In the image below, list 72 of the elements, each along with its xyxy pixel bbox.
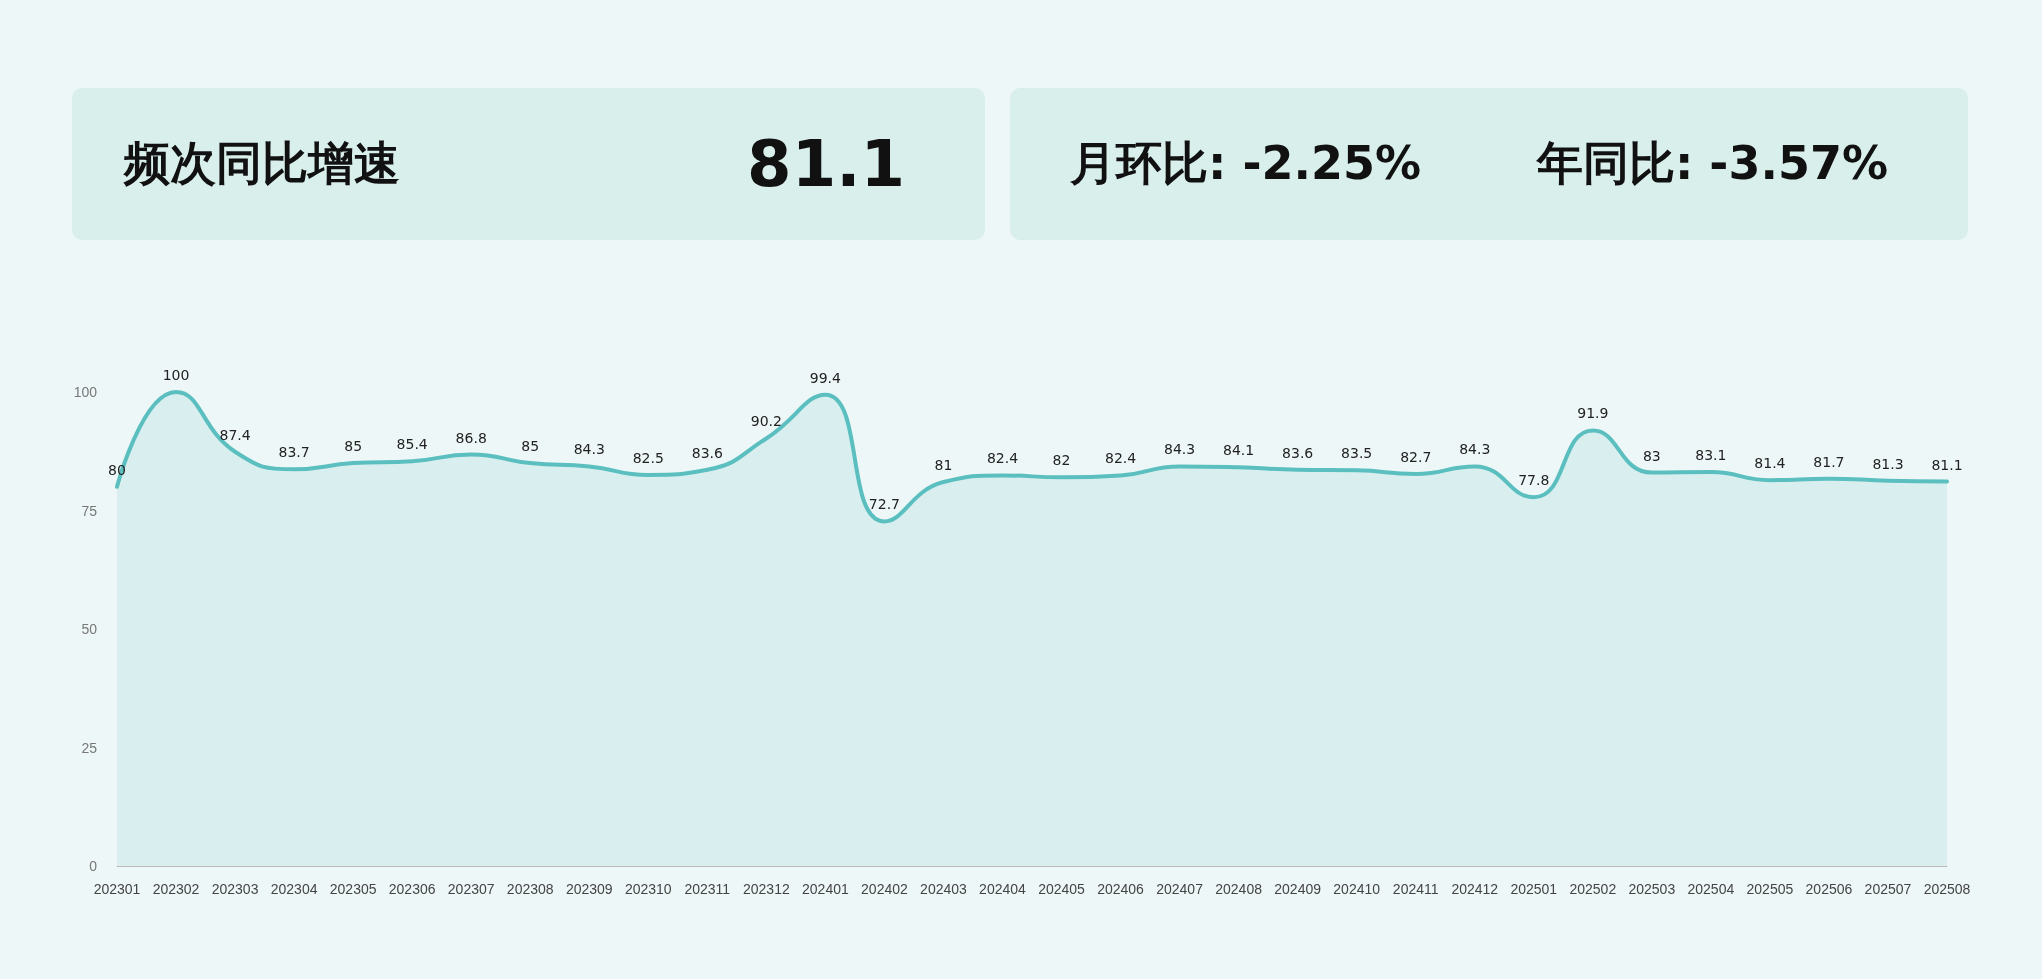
x-tick-label: 202505 bbox=[1746, 881, 1794, 897]
x-tick-label: 202306 bbox=[388, 881, 436, 897]
x-tick-label: 202312 bbox=[743, 881, 790, 897]
data-label: 83 bbox=[1642, 447, 1661, 464]
x-tick-label: 202405 bbox=[1038, 881, 1086, 897]
data-label: 82.4 bbox=[986, 450, 1019, 467]
text: 频次同比增速 bbox=[124, 135, 400, 192]
data-label: 81.7 bbox=[1813, 453, 1845, 470]
data-label: 83.6 bbox=[691, 444, 723, 461]
x-tick-label: 202404 bbox=[979, 881, 1027, 897]
x-tick-label: 202307 bbox=[447, 881, 495, 897]
data-label: 87.4 bbox=[219, 426, 251, 443]
data-label: 82 bbox=[1052, 452, 1071, 469]
x-tick-label: 202303 bbox=[211, 881, 259, 897]
text: 年同比: -3.57% bbox=[1536, 135, 1888, 192]
x-tick-label: 202506 bbox=[1805, 881, 1853, 897]
x-tick-label: 202406 bbox=[1097, 881, 1145, 897]
x-tick-label: 202308 bbox=[506, 881, 554, 897]
x-tick-label: 202508 bbox=[1923, 881, 1971, 897]
y-tick-label: 50 bbox=[81, 621, 98, 637]
data-label: 83.1 bbox=[1695, 447, 1727, 464]
data-label: 84.3 bbox=[1459, 441, 1491, 458]
data-label: 83.5 bbox=[1341, 445, 1373, 462]
x-tick-label: 202409 bbox=[1274, 881, 1322, 897]
data-label: 82.4 bbox=[1104, 450, 1137, 467]
data-label: 82.5 bbox=[632, 449, 664, 466]
x-tick-label: 202503 bbox=[1628, 881, 1676, 897]
text: 月环比: -2.25% bbox=[1070, 135, 1422, 192]
data-label: 81.3 bbox=[1872, 455, 1904, 472]
y-tick-label: 100 bbox=[73, 384, 98, 400]
data-label: 100 bbox=[162, 367, 190, 383]
data-label: 85 bbox=[521, 438, 540, 455]
x-tick-label: 202402 bbox=[861, 881, 908, 897]
x-tick-label: 202304 bbox=[270, 881, 318, 897]
data-label: 83.6 bbox=[1282, 444, 1314, 461]
x-tick-label: 202502 bbox=[1569, 881, 1617, 897]
data-label: 81.4 bbox=[1754, 455, 1786, 472]
data-label: 72.7 bbox=[868, 496, 901, 513]
x-tick-label: 202311 bbox=[684, 881, 731, 897]
x-tick-label: 202412 bbox=[1451, 881, 1499, 897]
x-tick-label: 202403 bbox=[920, 881, 968, 897]
data-label: 91.9 bbox=[1577, 405, 1609, 422]
data-label: 86.8 bbox=[455, 429, 487, 446]
x-tick-label: 202504 bbox=[1687, 881, 1735, 897]
y-tick-label: 0 bbox=[89, 858, 98, 874]
y-tick-label: 25 bbox=[81, 739, 98, 756]
data-label: 84.3 bbox=[573, 441, 605, 458]
data-label: 84.1 bbox=[1223, 442, 1255, 459]
x-tick-label: 202408 bbox=[1215, 881, 1263, 897]
data-label: 81 bbox=[934, 457, 953, 474]
data-label: 84.3 bbox=[1163, 441, 1196, 458]
x-tick-label: 202302 bbox=[152, 881, 200, 897]
x-tick-label: 202410 bbox=[1333, 881, 1381, 897]
data-label: 85 bbox=[344, 438, 363, 455]
data-label: 81.1 bbox=[1931, 456, 1963, 473]
x-tick-label: 202310 bbox=[624, 881, 672, 897]
data-label: 99.4 bbox=[809, 369, 842, 386]
x-tick-label: 202309 bbox=[565, 881, 613, 897]
x-tick-label: 202501 bbox=[1510, 881, 1558, 897]
data-label: 85.4 bbox=[396, 436, 428, 453]
data-label: 90.2 bbox=[750, 413, 782, 430]
y-tick-label: 75 bbox=[81, 502, 98, 519]
data-label: 82.7 bbox=[1400, 449, 1432, 465]
x-tick-label: 202411 bbox=[1392, 881, 1439, 897]
data-label: 83.7 bbox=[278, 444, 310, 461]
x-tick-label: 202407 bbox=[1156, 881, 1204, 897]
x-tick-label: 202401 bbox=[802, 881, 849, 897]
x-tick-label: 202301 bbox=[93, 881, 141, 897]
data-label: 77.8 bbox=[1518, 472, 1550, 489]
x-tick-label: 202305 bbox=[329, 881, 377, 897]
x-tick-label: 202507 bbox=[1864, 881, 1912, 897]
text: 81.1 bbox=[747, 127, 905, 201]
